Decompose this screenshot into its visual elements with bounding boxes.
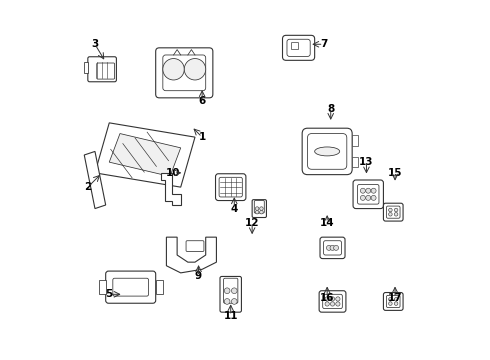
FancyBboxPatch shape <box>252 200 267 217</box>
FancyBboxPatch shape <box>383 203 403 221</box>
Ellipse shape <box>315 147 340 156</box>
Circle shape <box>389 208 392 212</box>
FancyBboxPatch shape <box>287 39 310 57</box>
Circle shape <box>231 298 237 304</box>
Circle shape <box>224 288 230 294</box>
Circle shape <box>224 298 230 304</box>
Circle shape <box>325 297 329 301</box>
FancyBboxPatch shape <box>163 55 206 91</box>
Text: 8: 8 <box>327 104 334 113</box>
FancyBboxPatch shape <box>308 134 347 169</box>
FancyBboxPatch shape <box>113 278 148 296</box>
Circle shape <box>389 297 392 301</box>
Polygon shape <box>352 157 358 167</box>
FancyBboxPatch shape <box>323 241 342 255</box>
FancyBboxPatch shape <box>383 293 403 310</box>
Circle shape <box>366 195 371 201</box>
Text: 11: 11 <box>223 311 238 321</box>
Circle shape <box>371 195 376 201</box>
Circle shape <box>330 302 335 306</box>
FancyBboxPatch shape <box>387 206 400 218</box>
FancyBboxPatch shape <box>156 48 213 98</box>
Polygon shape <box>352 135 358 146</box>
Text: 13: 13 <box>359 157 374 167</box>
FancyBboxPatch shape <box>292 42 298 50</box>
Circle shape <box>330 297 335 301</box>
Text: 5: 5 <box>106 289 113 299</box>
Polygon shape <box>161 173 181 205</box>
Text: 4: 4 <box>231 203 238 213</box>
Text: 9: 9 <box>195 271 202 282</box>
FancyBboxPatch shape <box>319 291 346 312</box>
Text: 2: 2 <box>84 182 92 192</box>
Circle shape <box>255 207 259 210</box>
Text: 17: 17 <box>388 293 402 303</box>
Polygon shape <box>95 123 195 187</box>
FancyBboxPatch shape <box>353 180 383 208</box>
FancyBboxPatch shape <box>216 174 246 201</box>
Text: 3: 3 <box>91 39 98 49</box>
FancyBboxPatch shape <box>220 276 242 312</box>
Text: 7: 7 <box>320 39 327 49</box>
Polygon shape <box>98 280 106 294</box>
FancyBboxPatch shape <box>97 63 115 79</box>
Polygon shape <box>167 237 217 273</box>
FancyBboxPatch shape <box>320 237 345 258</box>
Text: 15: 15 <box>388 168 402 178</box>
Circle shape <box>394 208 398 212</box>
Circle shape <box>389 302 392 305</box>
Circle shape <box>260 207 263 210</box>
Circle shape <box>325 302 329 306</box>
FancyBboxPatch shape <box>387 296 400 307</box>
Circle shape <box>260 210 263 214</box>
Circle shape <box>184 59 206 80</box>
FancyBboxPatch shape <box>186 241 204 251</box>
FancyBboxPatch shape <box>323 294 343 309</box>
Circle shape <box>336 302 340 306</box>
Circle shape <box>326 246 331 250</box>
Polygon shape <box>156 280 163 294</box>
FancyBboxPatch shape <box>223 278 238 303</box>
Polygon shape <box>84 152 106 208</box>
FancyBboxPatch shape <box>358 184 379 204</box>
Circle shape <box>330 246 335 250</box>
Text: 14: 14 <box>320 218 335 228</box>
Circle shape <box>336 297 340 301</box>
Text: 6: 6 <box>198 96 206 107</box>
Circle shape <box>366 188 371 193</box>
FancyBboxPatch shape <box>219 177 243 197</box>
Text: 1: 1 <box>198 132 206 142</box>
Circle shape <box>360 188 366 193</box>
Text: 10: 10 <box>166 168 181 178</box>
Polygon shape <box>109 134 181 176</box>
Text: 12: 12 <box>245 218 259 228</box>
Circle shape <box>394 302 398 305</box>
Text: 16: 16 <box>320 293 334 303</box>
Circle shape <box>163 59 184 80</box>
Circle shape <box>394 297 398 301</box>
Circle shape <box>360 195 366 201</box>
FancyBboxPatch shape <box>283 35 315 60</box>
FancyBboxPatch shape <box>106 271 156 303</box>
FancyBboxPatch shape <box>302 128 352 175</box>
Circle shape <box>255 210 259 214</box>
Circle shape <box>334 246 339 250</box>
Circle shape <box>389 212 392 216</box>
Circle shape <box>371 188 376 193</box>
FancyBboxPatch shape <box>88 57 117 82</box>
Polygon shape <box>84 62 88 73</box>
Circle shape <box>394 212 398 216</box>
Circle shape <box>231 288 237 294</box>
FancyBboxPatch shape <box>254 201 264 213</box>
